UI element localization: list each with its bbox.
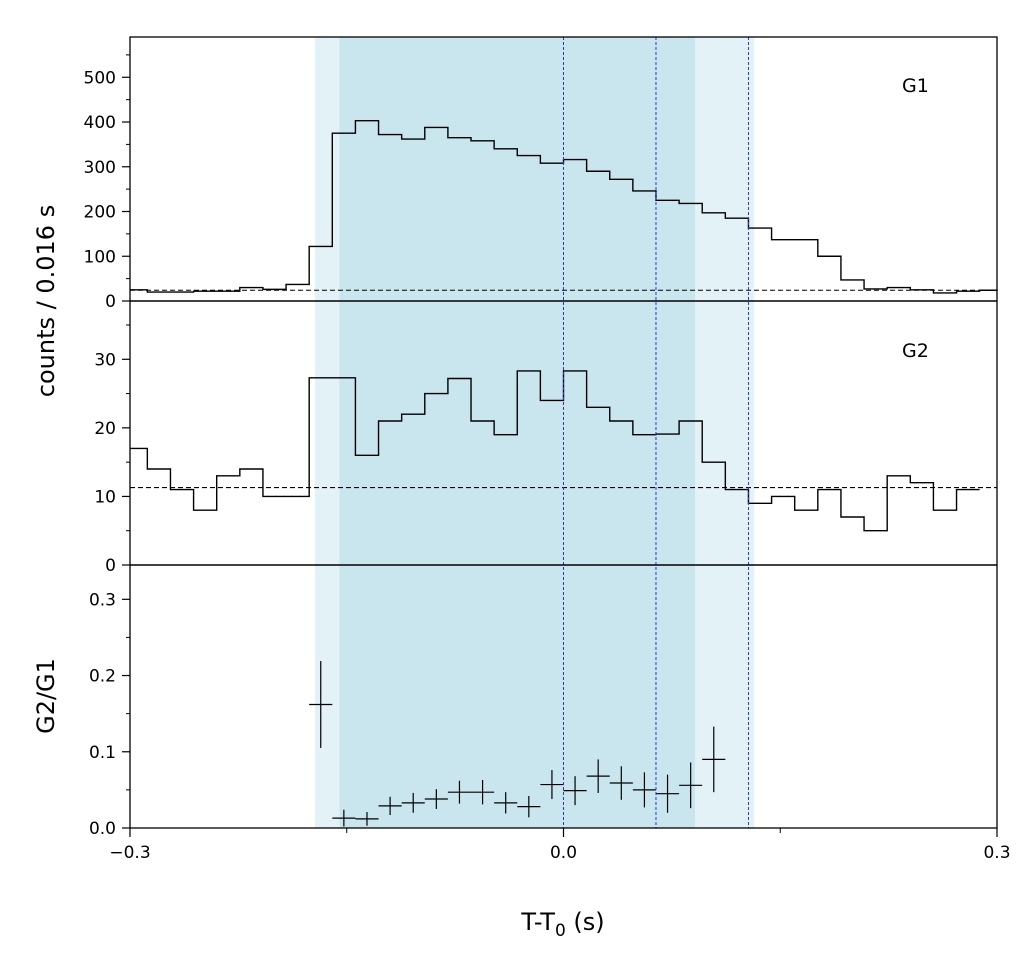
ratio-point (471, 779, 495, 805)
y-tick-label: 0 (105, 292, 116, 312)
x-tick-label: −0.3 (109, 843, 150, 863)
ratio-point (517, 795, 541, 818)
g2-panel-label: G2 (902, 340, 929, 362)
x-axis-title-subscript: 0 (555, 921, 566, 941)
y-tick-label: 20 (94, 419, 116, 439)
y-tick-label: 500 (84, 68, 116, 88)
time-interval-bands (314, 37, 755, 828)
y-tick-label: 10 (94, 487, 116, 507)
ratio-point (563, 776, 587, 806)
y-axis-title-counts: counts / 0.016 s (32, 205, 60, 397)
y-tick-label: 0.0 (89, 819, 116, 839)
ratio-point (447, 780, 472, 804)
g1-step-histogram (130, 119, 998, 294)
ratio-point (378, 796, 402, 816)
x-tick-label: 0.0 (550, 843, 577, 863)
panel-ratio (309, 661, 726, 827)
ratio-point (540, 770, 564, 800)
ratio-point (586, 759, 610, 793)
g1-panel-label: G1 (902, 75, 929, 97)
y-tick-label: 200 (84, 203, 116, 223)
y-tick-label: 100 (84, 247, 116, 267)
g2-step-histogram (130, 370, 980, 532)
ratio-point (309, 661, 333, 748)
ratio-point (494, 792, 518, 814)
y-tick-label: 0.1 (89, 743, 116, 763)
y-tick-label: 0.3 (89, 590, 116, 610)
y-tick-label: 400 (84, 113, 116, 133)
y-tick-label: 300 (84, 158, 116, 178)
y-tick-label: 30 (94, 350, 116, 370)
blue-time-markers (563, 37, 749, 828)
panel-g1: G1 (130, 75, 998, 294)
ratio-point (679, 762, 703, 809)
x-tick-label: 0.3 (983, 843, 1010, 863)
ratio-point (355, 811, 379, 826)
ratio-point (401, 792, 425, 813)
x-axis-title-units: (s) (566, 908, 605, 936)
axes-ticks: 0 100 200 300 400 500 0 10 20 30 0.0 0.1 0.2 0.3 −0.3 0… (84, 54, 1011, 863)
ratio-point (332, 809, 356, 827)
y-tick-label: 0.2 (89, 667, 116, 687)
y-tick-label: 0 (105, 556, 116, 576)
x-axis-title-main: T-T (520, 908, 555, 936)
ratio-point (632, 772, 656, 808)
ratio-point (702, 726, 726, 793)
y-axis-title-ratio: G2/G1 (32, 658, 60, 734)
ratio-point (424, 789, 448, 809)
ratio-point (609, 766, 633, 800)
x-axis-title: T-T0 (s) (520, 908, 604, 941)
ratio-point (655, 774, 680, 813)
ratio-errorbars (309, 661, 726, 827)
